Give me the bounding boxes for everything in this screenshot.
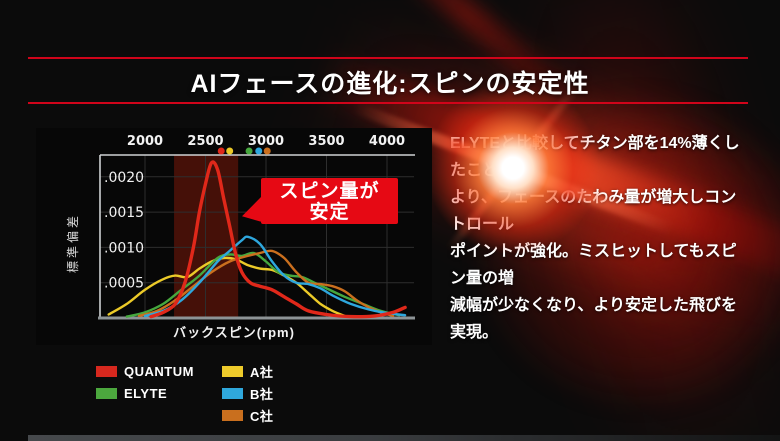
legend-label: B社	[250, 386, 274, 402]
mean-dot-A社	[226, 147, 234, 155]
callout-line: 安定	[309, 202, 350, 223]
description-line: より、フェースのたわみ量が増大しコントロール	[450, 189, 737, 233]
y-tick-label: .0020	[104, 170, 144, 186]
x-tick-label: 4000	[369, 134, 405, 149]
x-tick-label: 2000	[127, 134, 163, 149]
page-title: AIフェースの進化:スピンの安定性	[190, 70, 590, 98]
legend-item-ELYTE: ELYTE	[96, 382, 194, 404]
legend-item-A社: A社	[222, 360, 273, 382]
legend-label: A社	[250, 364, 274, 380]
legend-item-QUANTUM: QUANTUM	[96, 360, 194, 382]
mean-dot-B社	[255, 147, 263, 155]
legend-swatch-icon	[222, 387, 243, 399]
y-tick-label: .0010	[104, 240, 144, 256]
spin-distribution-chart: 2000 2500 3000 3500 4000 .0005 .0010 .0015 .0020…	[36, 128, 432, 345]
legend-item-B社: B社	[222, 382, 273, 404]
legend-column-right: A社 B社 C社	[222, 360, 273, 426]
x-axis-title: バックスピン(rpm)	[173, 325, 295, 340]
legend-label: C社	[250, 408, 274, 424]
series-curve-QUANTUM	[149, 160, 407, 319]
legend-label: QUANTUM	[124, 363, 194, 379]
title-rule-bottom	[28, 102, 748, 104]
legend-label: ELYTE	[124, 385, 168, 401]
x-tick-label: 3500	[308, 134, 344, 149]
series-curve-B社	[143, 235, 407, 318]
y-tick-label: .0015	[104, 205, 144, 221]
y-tick-label: .0005	[104, 276, 144, 292]
legend-swatch-icon	[96, 387, 117, 399]
legend-item-C社: C社	[222, 404, 273, 426]
description-line: 減幅が少なくなり、より安定した飛びを実現。	[450, 297, 738, 341]
bottom-accent-bar	[28, 435, 780, 441]
callout-line: スピン量が	[279, 181, 380, 202]
legend-swatch-icon	[222, 409, 243, 421]
mean-dot-ELYTE	[245, 147, 253, 155]
legend-column-left: QUANTUM ELYTE	[96, 360, 194, 404]
y-axis-title: 標準偏差	[66, 213, 80, 274]
legend-swatch-icon	[96, 365, 117, 377]
description-line: ポイントが強化。ミスヒットしてもスピン量の増	[450, 243, 737, 287]
x-tick-label: 3000	[248, 134, 284, 149]
chart-canvas: 2000 2500 3000 3500 4000 .0005 .0010 .0015 .0020	[98, 134, 415, 320]
mean-dot-C社	[263, 147, 271, 155]
spin-stability-callout: スピン量が 安定	[242, 178, 398, 224]
description-line: ELYTEと比較してチタン部を14%薄くしたことに	[450, 135, 740, 179]
description-text: ELYTEと比較してチタン部を14%薄くしたことに より、フェースのたわみ量が増…	[450, 130, 752, 346]
series-curve-C社	[137, 249, 395, 318]
x-tick-label: 2500	[187, 134, 223, 149]
legend-swatch-icon	[222, 365, 243, 377]
title-rule-top	[28, 57, 748, 59]
mean-dot-QUANTUM	[217, 147, 225, 155]
